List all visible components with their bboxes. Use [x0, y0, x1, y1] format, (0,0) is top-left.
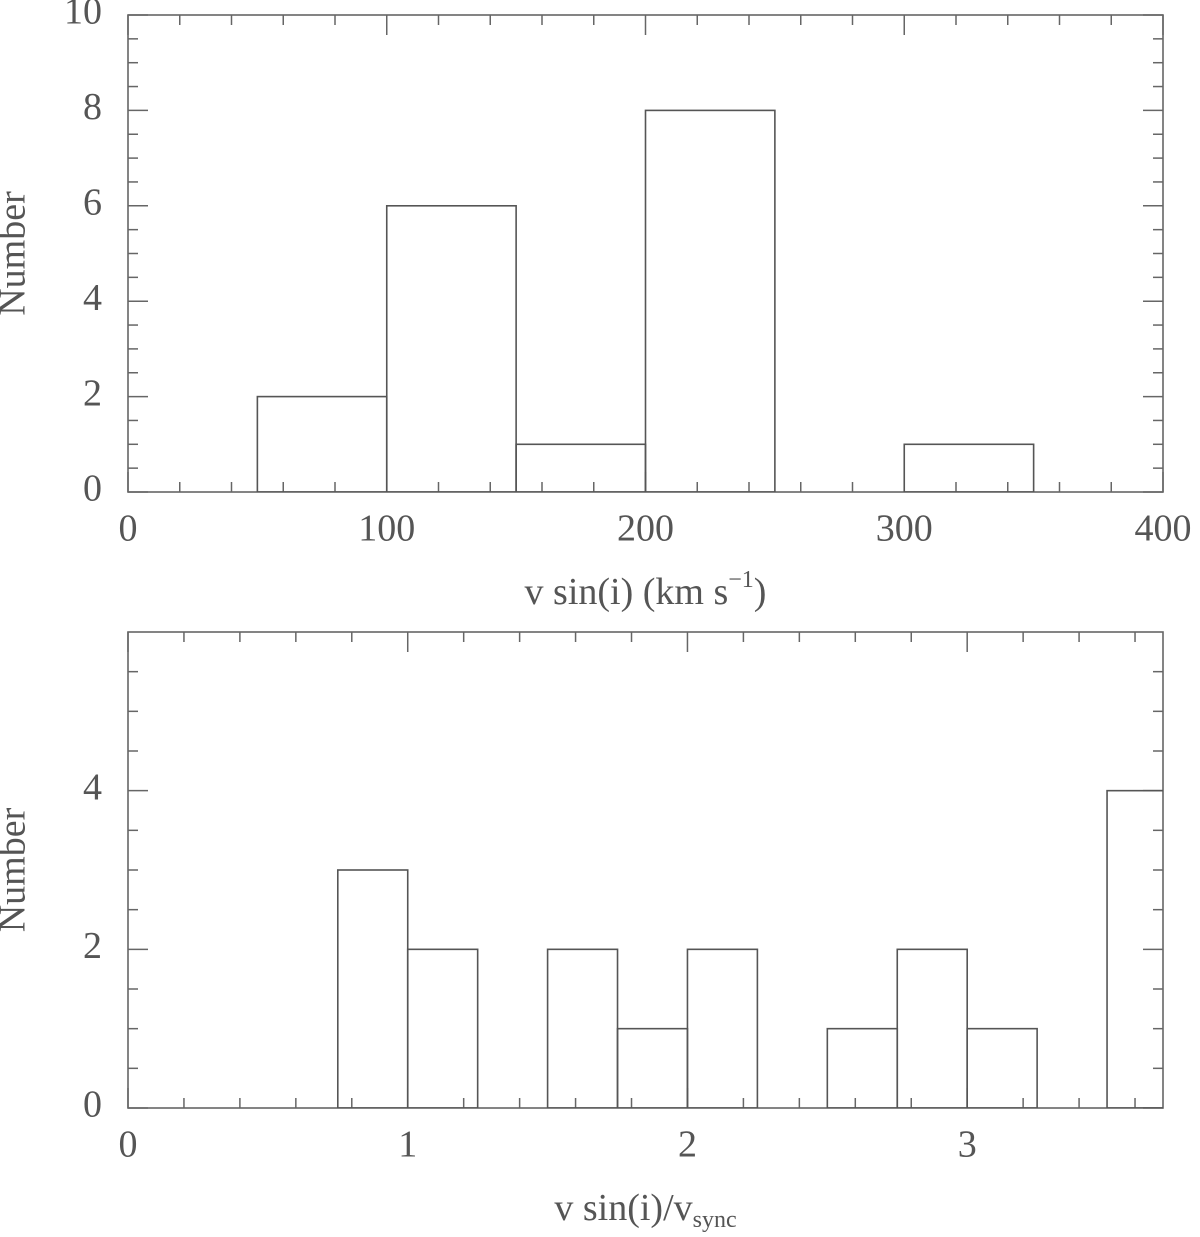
bar: [1106, 789, 1163, 1108]
y-tick-label: 4: [83, 766, 102, 808]
x-axis-label-text: v sin(i)/v: [554, 1187, 692, 1229]
bar: [406, 948, 479, 1108]
y-tick-label: 8: [83, 86, 102, 128]
bar: [616, 1027, 689, 1108]
y-axis-label: Number: [0, 807, 34, 932]
bars: [256, 109, 1035, 492]
y-tick-label: 4: [83, 277, 102, 319]
x-tick-label: 400: [1135, 508, 1192, 550]
y-tick-label: 10: [64, 0, 102, 33]
plot-frame: [127, 631, 1164, 1109]
bars: [336, 789, 1163, 1108]
bar: [385, 205, 517, 492]
x-axis-label-sup: −1: [728, 567, 754, 593]
y-tick-label: 2: [83, 372, 102, 414]
x-axis-label-sub: sync: [693, 1207, 737, 1233]
y-axis-label: Number: [0, 191, 34, 316]
x-axis-label: v sin(i) (km s−1): [525, 567, 767, 613]
x-tick-label: 300: [876, 508, 933, 550]
y-tick-label: 0: [83, 1084, 102, 1126]
bar: [903, 443, 1035, 492]
bar: [826, 1027, 899, 1108]
x-tick-label: 100: [358, 508, 415, 550]
bar: [896, 948, 968, 1108]
x-tick-label: 200: [617, 508, 674, 550]
bar: [515, 443, 647, 492]
x-axis-label: v sin(i)/vsync: [554, 1187, 736, 1233]
x-tick-label: 3: [958, 1124, 977, 1166]
bar: [644, 109, 776, 492]
x-axis-label-text: v sin(i) (km s: [525, 571, 729, 613]
x-tick-label: 0: [119, 1124, 138, 1166]
bar: [336, 869, 409, 1108]
y-tick-label: 6: [83, 182, 102, 224]
x-tick-label: 1: [398, 1124, 417, 1166]
bar: [546, 948, 619, 1108]
x-tick-label: 2: [678, 1124, 697, 1166]
bar: [256, 395, 388, 492]
y-tick-label: 0: [83, 468, 102, 510]
y-tick-label: 2: [83, 925, 102, 967]
bar: [966, 1027, 1038, 1108]
x-axis-label-end: ): [754, 571, 767, 613]
x-tick-label: 0: [119, 508, 138, 550]
bar: [686, 948, 759, 1108]
